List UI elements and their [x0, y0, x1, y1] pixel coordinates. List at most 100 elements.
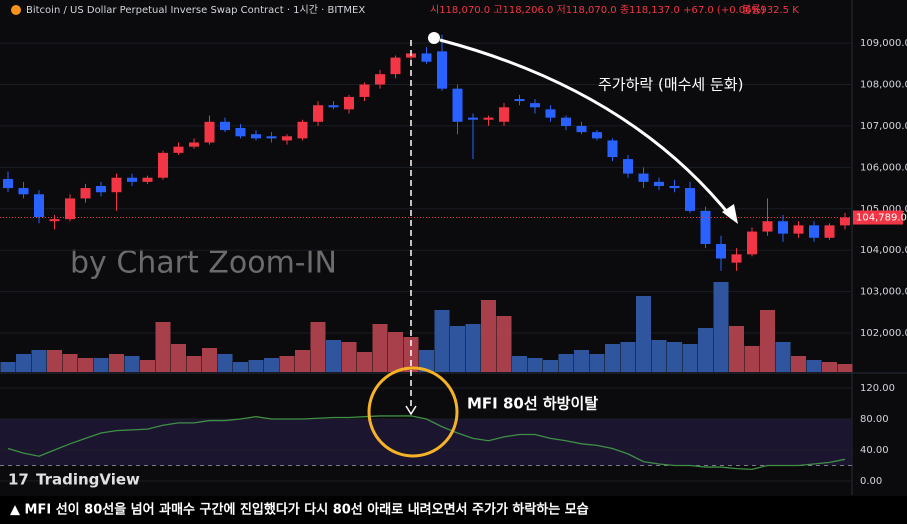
candle-body — [731, 254, 742, 263]
volume-bar — [651, 340, 667, 372]
volume-bar — [310, 322, 326, 372]
volume-bar — [93, 358, 109, 372]
candle-body — [235, 128, 246, 137]
band-fill — [0, 419, 852, 466]
candle-body — [452, 88, 463, 122]
volume-bar — [62, 354, 78, 372]
candle-body — [96, 186, 106, 193]
volume-bar — [388, 332, 403, 372]
candle-body — [220, 121, 230, 131]
trend-arrow — [439, 38, 734, 219]
y-tick-label: 107,000.0 — [860, 121, 907, 132]
candle-body — [421, 53, 432, 62]
candle-body — [251, 134, 261, 139]
price-annotation: 주가하락 (매수세 둔화) — [598, 76, 743, 94]
candle-body — [468, 117, 478, 120]
candle-body — [375, 74, 385, 85]
volume-bar — [744, 346, 760, 372]
caption: ▲ MFI 선이 80선을 넘어 과매수 구간에 진입했다가 다시 80선 아래… — [10, 502, 589, 518]
candle-body — [824, 225, 835, 238]
volume-bar — [465, 324, 481, 372]
volume-bar — [16, 354, 31, 372]
volume-bar — [202, 348, 217, 372]
volume-bar — [47, 350, 62, 372]
candle-body — [685, 188, 695, 211]
volume-bar — [775, 342, 791, 372]
volume-bar — [620, 342, 636, 372]
volume-bar — [512, 356, 527, 372]
volume-bar — [419, 350, 434, 372]
last-price-box — [853, 210, 903, 225]
volume-bar — [109, 354, 124, 372]
volume-bar — [729, 326, 744, 372]
volume-bar — [357, 352, 372, 372]
y-tick-label: 80.00 — [860, 414, 889, 425]
candle-body — [607, 140, 618, 158]
candle-body — [716, 243, 726, 259]
volume-bar — [496, 316, 512, 372]
volume-bar — [31, 350, 47, 372]
candle-body — [127, 177, 137, 182]
candle-body — [80, 188, 91, 199]
volume-bar — [217, 354, 233, 372]
candle-body — [514, 99, 525, 102]
candle-body — [204, 121, 215, 143]
y-tick-label: 103,000.0 — [860, 287, 907, 298]
chart-title: Bitcoin / US Dollar Perpetual Inverse Sw… — [26, 4, 365, 16]
volume-bar — [295, 350, 310, 372]
candle-body — [762, 221, 773, 232]
trend-arrow-head — [722, 204, 738, 224]
candle-body — [592, 132, 602, 139]
candle-body — [778, 221, 788, 234]
volume-bar — [682, 344, 698, 372]
candle-body — [158, 152, 168, 178]
candle-body — [561, 117, 571, 126]
volume-bar — [822, 362, 837, 372]
volume-bar — [78, 358, 93, 372]
volume-bar — [791, 356, 806, 372]
candle-body — [390, 57, 401, 75]
volume-bar — [0, 362, 16, 372]
last-price-label: 104,789.0 — [856, 213, 907, 224]
candle-body — [65, 198, 75, 220]
candle-body — [840, 217, 850, 226]
candle-body — [623, 159, 633, 174]
volume-bar — [543, 360, 558, 372]
volume-bar — [574, 350, 589, 372]
y-tick-label: 106,000.0 — [860, 162, 907, 173]
volume-bar — [636, 296, 651, 372]
candle-body — [189, 142, 199, 147]
brand: TradingView — [36, 471, 140, 489]
peak-dot — [428, 32, 440, 44]
candle-body — [700, 210, 711, 244]
candle-body — [437, 51, 447, 89]
y-tick-label: 109,000.0 — [860, 38, 907, 49]
volume-bar — [713, 282, 729, 372]
y-tick-label: 120.00 — [860, 383, 895, 394]
candle-body — [282, 136, 292, 141]
candle-body — [34, 194, 44, 218]
volume-bar — [341, 342, 357, 372]
volume-bar — [155, 322, 171, 372]
volume-bar — [558, 354, 574, 372]
guide-arrow — [405, 405, 417, 416]
volume-bar — [326, 340, 341, 372]
candle-body — [111, 177, 122, 193]
candle-body — [576, 125, 587, 133]
candle-body — [793, 225, 804, 234]
candle-body — [499, 107, 509, 122]
candle-body — [747, 231, 757, 255]
candle-body — [313, 105, 323, 122]
volume-bar — [372, 324, 388, 372]
y-tick-label: 105,000.0 — [860, 204, 907, 215]
volume-bar — [186, 356, 202, 372]
candle-body — [173, 146, 184, 153]
highlight-circle — [367, 366, 459, 458]
mfi-annotation: MFI 80선 하방이탈 — [467, 395, 598, 413]
y-tick-label: 104,000.0 — [860, 245, 907, 256]
candle-body — [483, 117, 494, 120]
candle-body — [545, 109, 556, 118]
mfi-line — [7, 415, 846, 471]
volume-bar — [233, 362, 248, 372]
volume-bar — [527, 358, 543, 372]
